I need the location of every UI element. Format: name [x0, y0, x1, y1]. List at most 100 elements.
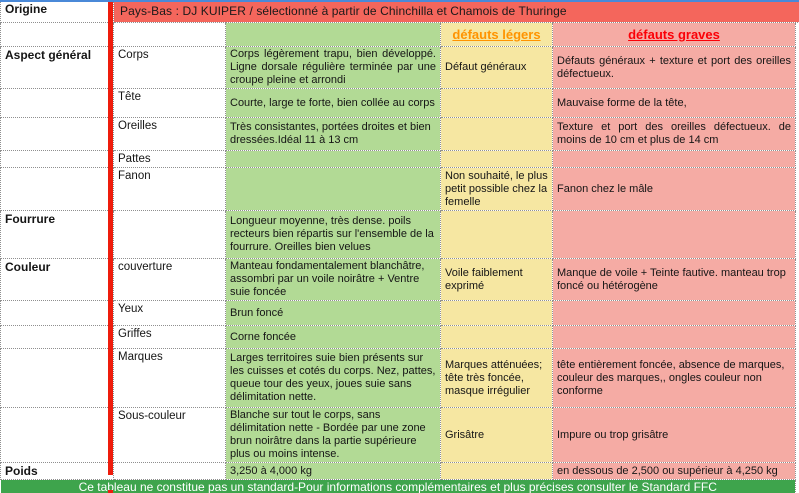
cell-subcategory: Fanon [113, 167, 226, 211]
table-row: Sous-couleur Blanche sur tout le corps, … [0, 407, 799, 463]
margin-cell [795, 258, 799, 301]
cell-origin-label: Origine [0, 0, 114, 23]
cell-category [0, 348, 114, 408]
cell-subcategory [113, 22, 226, 47]
table-row: Poids 3,250 à 4,000 kg en dessous de 2,5… [0, 462, 799, 480]
cell-description: Longueur moyenne, très dense. poils rect… [225, 210, 441, 259]
table-row: Oreilles Très consistantes, portées droi… [0, 117, 799, 151]
cell-subcategory: Yeux [113, 300, 226, 326]
cell-breed-title: Pays-Bas : DJ KUIPER / sélectionné à par… [113, 0, 799, 23]
cell-grave-defects [552, 210, 796, 259]
cell-description [225, 167, 441, 211]
cell-grave-defects: Défauts généraux + texture et port des o… [552, 46, 796, 89]
cell-light-defects: Voile faiblement exprimé [440, 258, 553, 301]
margin-cell [795, 88, 799, 118]
table-row: Couleur couverture Manteau fondamentalem… [0, 258, 799, 301]
table-row: Fourrure Longueur moyenne, très dense. p… [0, 210, 799, 259]
table-row: Pattes [0, 150, 799, 168]
cell-subcategory: Tête [113, 88, 226, 118]
cell-category [0, 167, 114, 211]
cell-description: Corps légèrement trapu, bien développé. … [225, 46, 441, 89]
cell-category [0, 117, 114, 151]
cell-light-defects [440, 117, 553, 151]
margin-cell [795, 117, 799, 151]
cell-light-defects [440, 462, 553, 480]
margin-cell [795, 479, 799, 493]
footer-note: Ce tableau ne constitue pas un standard-… [0, 479, 796, 493]
red-vertical-rule-stub [108, 490, 113, 493]
margin-cell [795, 150, 799, 168]
cell-light-defects [440, 300, 553, 326]
cell-description: Blanche sur tout le corps, sans délimita… [225, 407, 441, 463]
margin-cell [795, 462, 799, 480]
cell-category: Couleur [0, 258, 114, 301]
margin-cell [795, 348, 799, 408]
table-row: Yeux Brun foncé [0, 300, 799, 326]
cell-grave-defects: Texture et port des oreilles défectueux.… [552, 117, 796, 151]
cell-description [225, 150, 441, 168]
table-row: Tête Courte, large te forte, bien collée… [0, 88, 799, 118]
cell-category [0, 407, 114, 463]
cell-description: 3,250 à 4,000 kg [225, 462, 441, 480]
cell-grave-defects [552, 300, 796, 326]
cell-subcategory: Oreilles [113, 117, 226, 151]
margin-cell [795, 167, 799, 211]
cell-grave-defects: Manque de voile + Teinte fautive. mantea… [552, 258, 796, 301]
red-vertical-rule [108, 2, 113, 475]
cell-light-defects [440, 325, 553, 349]
cell-category: Fourrure [0, 210, 114, 259]
cell-light-defects: Défaut généraux [440, 46, 553, 89]
table-row: Fanon Non souhaité, le plus petit possib… [0, 167, 799, 211]
margin-cell [795, 22, 799, 47]
cell-description: Larges territoires suie bien présents su… [225, 348, 441, 408]
table-row: Aspect général Corps Corps légèrement tr… [0, 46, 799, 89]
cell-subcategory: couverture [113, 258, 226, 301]
cell-light-defects: Marques atténuées; tête très foncée, mas… [440, 348, 553, 408]
cell-category: Poids [0, 462, 114, 480]
cell-category [0, 88, 114, 118]
cell-light-defects: Non souhaité, le plus petit possible che… [440, 167, 553, 211]
margin-cell [795, 210, 799, 259]
cell-subcategory: Griffes [113, 325, 226, 349]
cell-light-defects [440, 88, 553, 118]
cell-description: Corne foncée [225, 325, 441, 349]
column-header-grave-defects: défauts graves [552, 22, 796, 47]
margin-cell [795, 46, 799, 89]
cell-light-defects [440, 210, 553, 259]
cell-subcategory: Corps [113, 46, 226, 89]
selection-top-line [0, 0, 799, 2]
cell-subcategory [113, 462, 226, 480]
cell-category [0, 300, 114, 326]
cell-grave-defects: Mauvaise forme de la tête, [552, 88, 796, 118]
table-row: Griffes Corne foncée [0, 325, 799, 349]
table-row: Ce tableau ne constitue pas un standard-… [0, 479, 799, 493]
cell-light-defects: Grisâtre [440, 407, 553, 463]
column-header-light-defects: défauts légers [440, 22, 553, 47]
cell-grave-defects [552, 325, 796, 349]
cell-grave-defects [552, 150, 796, 168]
cell-category [0, 150, 114, 168]
cell-subcategory: Sous-couleur [113, 407, 226, 463]
table-row: Origine Pays-Bas : DJ KUIPER / sélection… [0, 0, 799, 23]
cell-description [225, 22, 441, 47]
cell-grave-defects: Impure ou trop grisâtre [552, 407, 796, 463]
margin-cell [795, 325, 799, 349]
cell-grave-defects: tête entièrement foncée, absence de marq… [552, 348, 796, 408]
table-row: Marques Larges territoires suie bien pré… [0, 348, 799, 408]
cell-subcategory: Pattes [113, 150, 226, 168]
cell-light-defects [440, 150, 553, 168]
cell-description: Manteau fondamentalement blanchâtre, ass… [225, 258, 441, 301]
cell-description: Très consistantes, portées droites et bi… [225, 117, 441, 151]
cell-category [0, 325, 114, 349]
cell-category [0, 22, 114, 47]
cell-description: Brun foncé [225, 300, 441, 326]
table-row: défauts légers défauts graves [0, 22, 799, 47]
margin-cell [795, 300, 799, 326]
cell-subcategory [113, 210, 226, 259]
cell-description: Courte, large te forte, bien collée au c… [225, 88, 441, 118]
cell-subcategory: Marques [113, 348, 226, 408]
cell-grave-defects: Fanon chez le mâle [552, 167, 796, 211]
margin-cell [795, 407, 799, 463]
